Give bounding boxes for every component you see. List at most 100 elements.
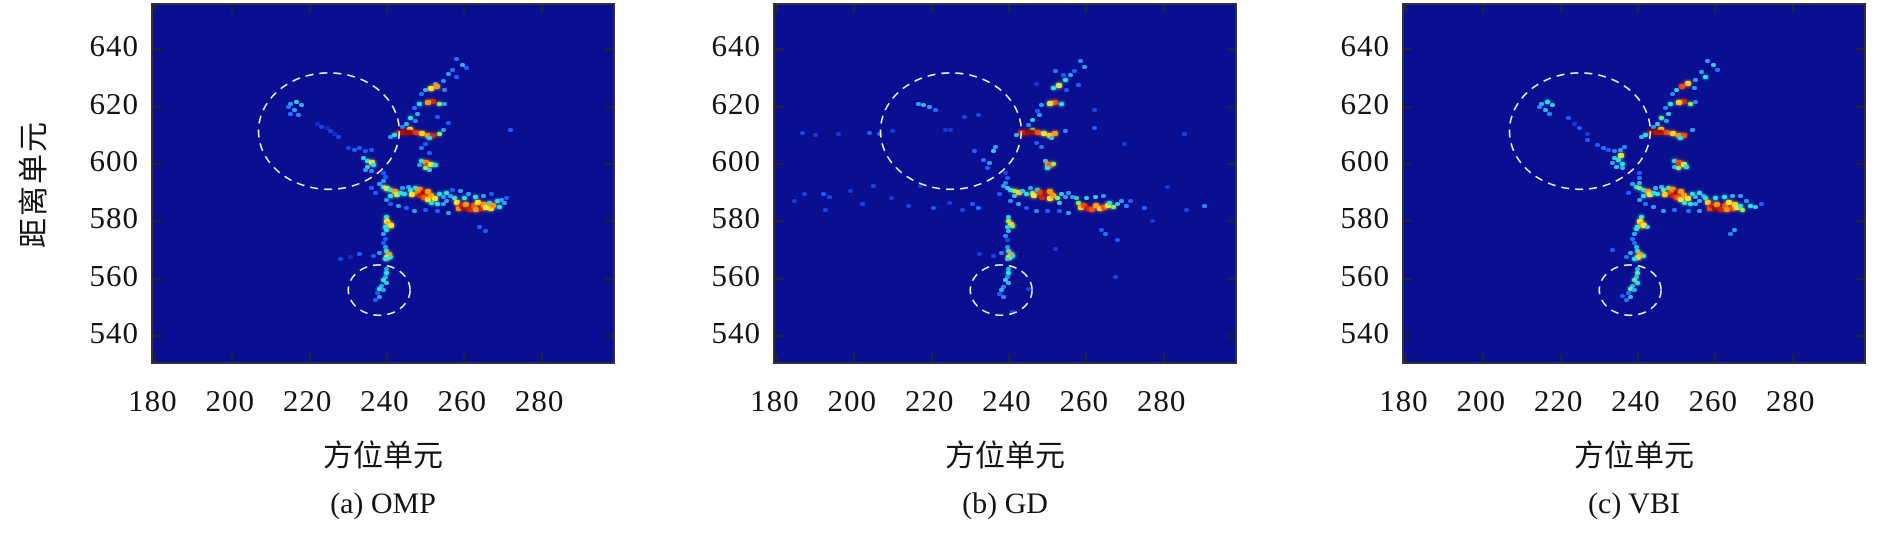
scatter-point: [1675, 132, 1682, 138]
scatter-point: [962, 114, 967, 119]
scatter-point: [1663, 130, 1670, 135]
scatter-point: [385, 251, 392, 257]
scatter-point: [948, 127, 954, 132]
scatter-point: [1004, 176, 1010, 181]
y-tick-mark: [153, 220, 161, 223]
x-tick-mark: [1085, 5, 1088, 13]
y-tick-mark: [605, 277, 613, 280]
scatter-point: [1681, 98, 1688, 104]
scatter-point: [454, 57, 459, 62]
x-tick-mark: [1482, 5, 1485, 13]
scatter-point: [422, 160, 429, 166]
scatter-point: [388, 193, 394, 198]
x-tick-mark: [153, 5, 156, 13]
scatter-point: [380, 179, 386, 184]
scatter-point: [434, 209, 440, 214]
scatter-point: [1673, 190, 1680, 196]
scatter-point: [1669, 193, 1676, 198]
scatter-point: [1058, 101, 1064, 106]
scatter-point: [1122, 142, 1128, 146]
y-tick-label: 540: [89, 314, 139, 350]
scatter-point: [432, 195, 439, 201]
scatter-point: [975, 113, 981, 118]
scatter-point: [1725, 200, 1732, 206]
scatter-point: [1693, 202, 1699, 207]
scatter-point: [1677, 162, 1684, 168]
scatter-point: [1697, 190, 1703, 195]
scatter-point: [1666, 111, 1672, 116]
scatter-point: [498, 197, 504, 202]
y-tick-label: 600: [1340, 143, 1390, 178]
scatter-point: [1081, 64, 1087, 69]
y-tick-label: 600: [89, 143, 139, 178]
scatter-point: [1006, 229, 1012, 234]
scatter-point: [1023, 206, 1029, 211]
scatter-point: [482, 204, 489, 210]
scatter-point: [1610, 160, 1616, 165]
scatter-point: [357, 252, 363, 257]
scatter-point: [1039, 144, 1045, 149]
scatter-point: [1025, 130, 1036, 135]
scatter-point: [1016, 202, 1022, 207]
scatter-point: [424, 99, 431, 105]
scatter-point: [423, 142, 429, 146]
y-tick-label: 620: [89, 85, 139, 121]
scatter-point: [1149, 219, 1155, 224]
scatter-point: [461, 205, 468, 211]
scatter-point: [1701, 193, 1707, 198]
scatter-point: [1046, 132, 1053, 138]
scatter-point: [1076, 83, 1081, 88]
y-tick-mark: [775, 334, 783, 337]
scatter-point: [1646, 191, 1653, 197]
y-tick-mark: [153, 277, 161, 280]
scatter-point: [409, 191, 416, 197]
y-tick-mark: [1856, 48, 1864, 51]
scatter-point: [1577, 126, 1583, 131]
scatter-point: [416, 193, 423, 198]
scatter-point: [1585, 137, 1591, 142]
scatter-point: [285, 104, 291, 109]
scatter-point: [1093, 195, 1099, 199]
x-tick-mark: [1636, 5, 1639, 13]
scatter-point: [504, 196, 510, 201]
scatter-point: [1729, 205, 1736, 211]
x-tick-mark: [1791, 354, 1794, 362]
x-tick-label: 240: [982, 383, 1032, 418]
x-tick-mark: [930, 354, 933, 362]
scatter-point: [1733, 204, 1740, 210]
scatter-point: [1081, 203, 1088, 209]
scatter-point: [427, 136, 432, 141]
scatter-point: [380, 240, 386, 245]
scatter-point: [486, 200, 492, 205]
scatter-point: [1565, 116, 1571, 121]
scatter-point: [393, 191, 400, 197]
x-tick-label: 200: [827, 383, 878, 418]
scatter-point: [440, 78, 446, 83]
scatter-point: [420, 190, 427, 196]
scatter-point: [419, 159, 425, 164]
scatter-point: [1091, 107, 1097, 112]
plot-area-vbi: [1402, 3, 1866, 364]
x-tick-label: 280: [1136, 383, 1187, 418]
scatter-point: [444, 190, 450, 195]
panel-gd: 方位单元 (b) GD 180 200 220 240 260 280 540 560 580 6…: [712, 3, 1237, 520]
scatter-point: [1006, 219, 1012, 224]
scatter-point: [1546, 111, 1552, 116]
scatter-point: [1637, 180, 1643, 185]
scatter-point: [1743, 199, 1749, 204]
scatter-point: [351, 147, 357, 152]
scatter-point: [1103, 232, 1109, 237]
scatter-point: [1078, 58, 1083, 63]
scatter-point: [369, 169, 374, 174]
y-tick-mark: [1856, 277, 1864, 280]
scatter-point: [1728, 232, 1734, 237]
scatter-point: [801, 192, 807, 197]
scatter-point: [1617, 152, 1624, 158]
scatter-point: [1066, 210, 1072, 215]
scatter-point: [430, 132, 437, 138]
scatter-point: [826, 195, 832, 199]
scatter-point: [1056, 82, 1063, 88]
scatter-point: [384, 249, 390, 254]
scatter-point: [1092, 203, 1099, 209]
scatter-point: [1625, 190, 1631, 195]
